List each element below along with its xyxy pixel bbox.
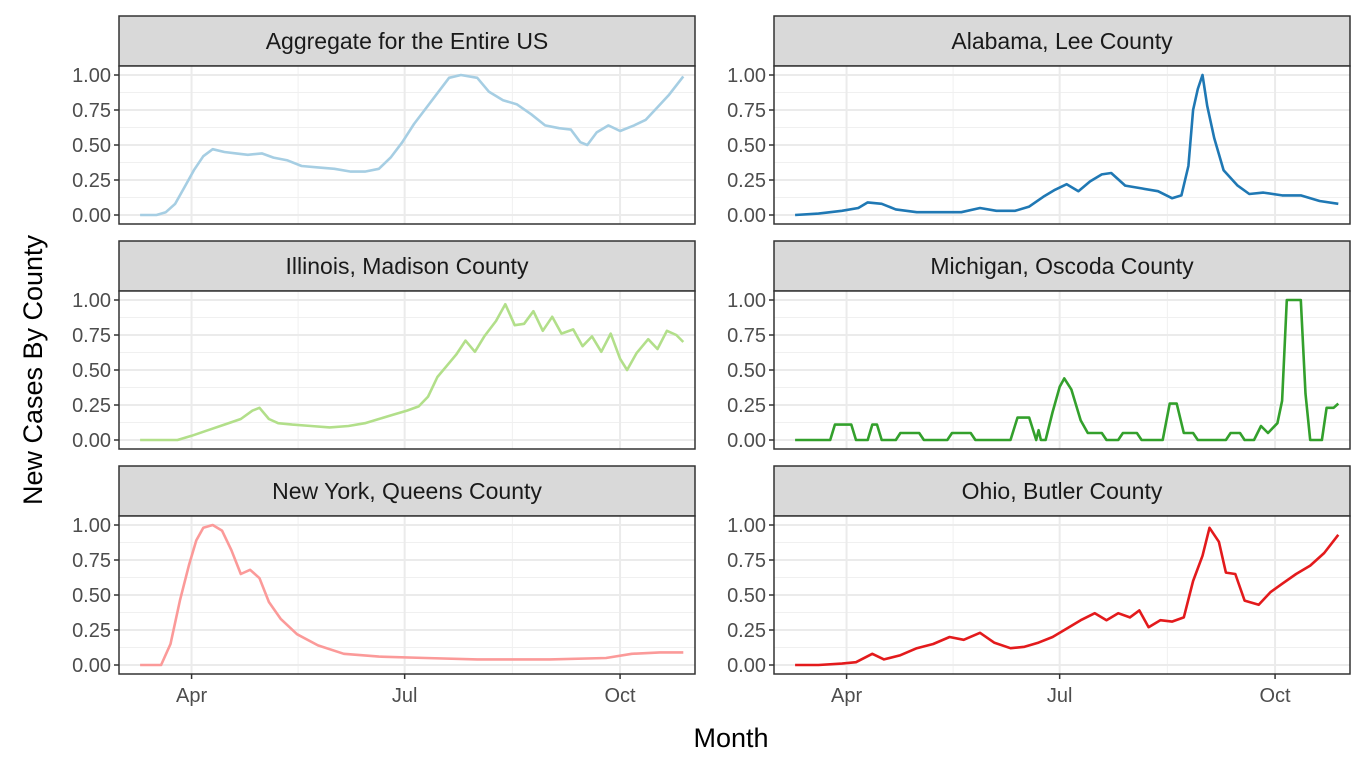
y-tick-label: 1.00 bbox=[727, 290, 766, 312]
series-line bbox=[795, 526, 1340, 667]
facet-strip bbox=[118, 15, 696, 67]
x-tick-label: Oct bbox=[605, 685, 637, 707]
y-tick-label: 0.25 bbox=[727, 170, 766, 192]
facet-panels: Aggregate for the Entire US 0.00 0.25 0.50 0… bbox=[72, 15, 1351, 707]
facet-panel: Michigan, Oscoda County 0.00 0.25 0.50 0.75 1… bbox=[727, 240, 1351, 452]
series-line bbox=[795, 298, 1340, 442]
x-tick-label: Jul bbox=[392, 685, 418, 707]
y-tick-label: 1.00 bbox=[72, 65, 111, 87]
y-tick-label: 0.50 bbox=[72, 585, 111, 607]
y-tick-label: 0.50 bbox=[72, 135, 111, 157]
x-tick-label: Jul bbox=[1047, 685, 1073, 707]
y-tick-label: 0.50 bbox=[72, 360, 111, 382]
facet-panel: Illinois, Madison County 0.00 0.25 0.50 0.75… bbox=[72, 240, 696, 452]
y-axis-title: New Cases By County bbox=[18, 234, 48, 505]
y-tick-label: 0.50 bbox=[727, 360, 766, 382]
y-tick-label: 0.00 bbox=[727, 430, 766, 452]
facet-strip bbox=[773, 15, 1351, 67]
y-tick-label: 0.75 bbox=[72, 100, 111, 122]
y-tick-label: 1.00 bbox=[72, 515, 111, 537]
facet-panel: Alabama, Lee County 0.00 0.25 0.50 0.75 1.00 bbox=[727, 15, 1351, 227]
y-tick-label: 1.00 bbox=[727, 65, 766, 87]
facet-panel: New York, Queens County 0.00 0.25 0.50 0.75 1… bbox=[72, 465, 696, 707]
y-tick-label: 0.25 bbox=[72, 620, 111, 642]
x-tick-label: Apr bbox=[176, 685, 207, 707]
y-tick-label: 0.75 bbox=[727, 100, 766, 122]
facet-title: Alabama, Lee County bbox=[951, 28, 1173, 54]
facet-panel: Ohio, Butler County 0.00 0.25 0.50 0.75 1.00 A… bbox=[727, 465, 1351, 707]
facet-strip bbox=[773, 465, 1351, 517]
y-tick-label: 0.00 bbox=[72, 430, 111, 452]
facet-title: Aggregate for the Entire US bbox=[266, 28, 549, 54]
y-tick-label: 0.00 bbox=[72, 655, 111, 677]
y-tick-label: 0.25 bbox=[72, 395, 111, 417]
y-tick-label: 0.75 bbox=[72, 550, 111, 572]
y-tick-label: 0.25 bbox=[727, 620, 766, 642]
facet-strip bbox=[773, 240, 1351, 292]
facet-panel: Aggregate for the Entire US 0.00 0.25 0.50 0… bbox=[72, 15, 696, 227]
y-tick-label: 0.25 bbox=[72, 170, 111, 192]
facet-strip bbox=[118, 465, 696, 517]
facet-title: New York, Queens County bbox=[272, 478, 542, 504]
series-line bbox=[140, 523, 684, 667]
y-tick-label: 0.00 bbox=[727, 205, 766, 227]
y-tick-label: 0.50 bbox=[727, 135, 766, 157]
facet-strip bbox=[118, 240, 696, 292]
series-line bbox=[140, 302, 685, 442]
facet-title: Illinois, Madison County bbox=[286, 253, 529, 279]
y-tick-label: 0.50 bbox=[727, 585, 766, 607]
y-tick-label: 0.25 bbox=[727, 395, 766, 417]
facet-title: Ohio, Butler County bbox=[962, 478, 1163, 504]
x-tick-label: Apr bbox=[831, 685, 862, 707]
y-tick-label: 0.75 bbox=[727, 550, 766, 572]
series-line bbox=[140, 73, 685, 217]
x-tick-label: Oct bbox=[1260, 685, 1292, 707]
y-tick-label: 0.00 bbox=[72, 205, 111, 227]
y-tick-label: 0.75 bbox=[72, 325, 111, 347]
y-tick-label: 0.75 bbox=[727, 325, 766, 347]
y-tick-label: 1.00 bbox=[727, 515, 766, 537]
y-tick-label: 1.00 bbox=[72, 290, 111, 312]
x-axis-title: Month bbox=[693, 723, 768, 753]
facet-title: Michigan, Oscoda County bbox=[930, 253, 1194, 279]
y-tick-label: 0.00 bbox=[727, 655, 766, 677]
series-line bbox=[795, 73, 1339, 217]
